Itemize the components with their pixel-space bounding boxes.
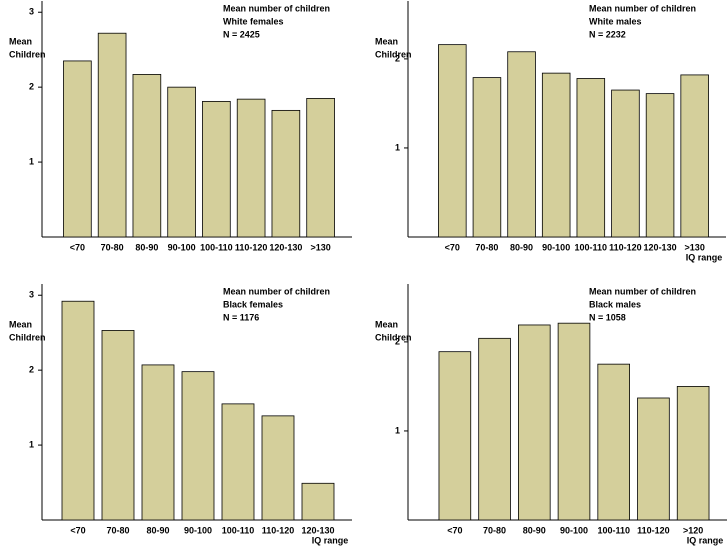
x-tick-label: 110-120 (637, 525, 670, 535)
y-tick-label: 2 (395, 336, 400, 346)
bar (438, 351, 472, 521)
chart-title: Mean number of children (589, 3, 696, 13)
x-tick-label: 100-110 (597, 525, 630, 535)
y-axis-label: Mean (9, 36, 32, 46)
bar (518, 324, 551, 521)
bar (306, 97, 335, 238)
x-tick-label: 80-90 (510, 242, 533, 252)
y-tick-label: 2 (395, 53, 400, 63)
bar (611, 89, 640, 238)
chart-annotation: N = 2425 (223, 29, 260, 39)
y-tick-label: 3 (29, 7, 34, 17)
y-axis-label: Children (9, 49, 46, 59)
x-tick-label: 100-110 (222, 525, 255, 535)
x-tick-label: >130 (310, 242, 330, 252)
bar (637, 397, 670, 521)
x-tick-label: 90-100 (542, 242, 570, 252)
y-axis-label: Mean (375, 319, 398, 329)
x-tick-label: 70-80 (475, 242, 498, 252)
bar (472, 77, 502, 238)
chart-title: Mean number of children (589, 286, 696, 296)
bar (141, 364, 175, 521)
chart-subtitle: Black males (589, 299, 641, 309)
bar (63, 60, 92, 238)
x-tick-label: 80-90 (135, 242, 158, 252)
y-axis-label: Children (375, 49, 412, 59)
bar (438, 44, 467, 238)
y-tick-label: 1 (29, 439, 34, 449)
x-tick-label: 70-80 (483, 525, 506, 535)
chart-annotation: N = 1058 (589, 312, 626, 322)
bar (132, 74, 162, 238)
x-axis-label: IQ range (312, 535, 349, 545)
x-tick-label: 120-130 (269, 242, 302, 252)
x-tick-label: 90-100 (560, 525, 588, 535)
bar (576, 78, 606, 238)
y-axis-label: Mean (375, 36, 398, 46)
x-tick-label: 90-100 (168, 242, 196, 252)
x-tick-label: 120-130 (644, 242, 677, 252)
x-tick-label: 70-80 (101, 242, 124, 252)
x-tick-label: 110-120 (609, 242, 642, 252)
x-tick-label: 70-80 (106, 525, 129, 535)
x-tick-label: 110-120 (262, 525, 295, 535)
x-tick-label: 120-130 (301, 525, 334, 535)
bar (271, 109, 301, 238)
chart-title: Mean number of children (223, 286, 330, 296)
x-tick-label: 100-110 (200, 242, 233, 252)
y-tick-label: 2 (29, 82, 34, 92)
bar (101, 330, 135, 521)
x-tick-label: >120 (683, 525, 703, 535)
bar (676, 386, 710, 521)
chart-subtitle: Black females (223, 299, 283, 309)
x-axis-label: IQ range (686, 252, 723, 262)
bar (507, 51, 536, 238)
chart-title: Mean number of children (223, 3, 330, 13)
chart-subtitle: White females (223, 16, 284, 26)
chart-annotation: N = 2232 (589, 29, 626, 39)
y-tick-label: 1 (29, 156, 34, 166)
x-tick-label: 110-120 (235, 242, 268, 252)
y-axis-label: Children (375, 332, 412, 342)
bar (181, 371, 215, 521)
x-tick-label: 100-110 (575, 242, 608, 252)
x-tick-label: 90-100 (184, 525, 212, 535)
bar (645, 93, 675, 238)
bar (167, 86, 196, 238)
chart-subtitle: White males (589, 16, 642, 26)
x-tick-label: <70 (445, 242, 460, 252)
bar (301, 482, 335, 521)
bar (680, 74, 709, 238)
y-axis-label: Mean (9, 319, 32, 329)
bar (597, 363, 630, 521)
bar (557, 322, 591, 521)
bar (97, 32, 127, 238)
x-tick-label: <70 (70, 525, 85, 535)
bar (478, 337, 511, 521)
y-tick-label: 1 (395, 425, 400, 435)
y-tick-label: 3 (29, 290, 34, 300)
y-tick-label: 1 (395, 142, 400, 152)
bar (221, 403, 255, 521)
y-axis-label: Children (9, 332, 46, 342)
x-tick-label: >130 (685, 242, 705, 252)
bar (202, 100, 231, 238)
x-axis-label: IQ range (687, 535, 724, 545)
x-tick-label: 80-90 (523, 525, 546, 535)
bar (236, 98, 266, 238)
x-tick-label: <70 (70, 242, 85, 252)
chart-annotation: N = 1176 (223, 312, 259, 322)
x-tick-label: <70 (447, 525, 462, 535)
bar (541, 72, 571, 238)
y-tick-label: 2 (29, 365, 34, 375)
x-tick-label: 80-90 (146, 525, 169, 535)
bar (261, 415, 295, 521)
bar (61, 300, 95, 521)
